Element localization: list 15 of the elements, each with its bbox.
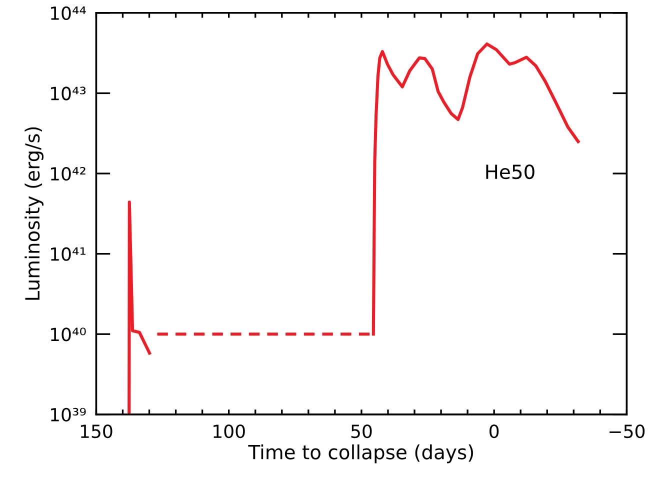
y-tick-label: 10⁴¹ [51, 247, 86, 261]
line-series [128, 200, 152, 414]
x-tick-label: −50 [610, 424, 645, 438]
x-tick-label: 0 [490, 424, 499, 438]
x-tick-label: 100 [214, 424, 245, 438]
x-axis-title: Time to collapse (days) [248, 444, 474, 464]
x-tick-label: 50 [351, 424, 372, 438]
y-axis-title: Luminosity (erg/s) [24, 127, 44, 300]
y-tick-label: 10⁴² [51, 166, 86, 181]
y-tick-label: 10⁴³ [51, 86, 86, 100]
y-tick-label: 10⁴⁴ [51, 6, 86, 20]
y-tick-label: 10⁴⁰ [51, 328, 86, 342]
x-tick-label: 150 [80, 424, 112, 438]
y-tick-label: 10³⁹ [51, 408, 86, 422]
annotation: He50 [486, 164, 534, 180]
